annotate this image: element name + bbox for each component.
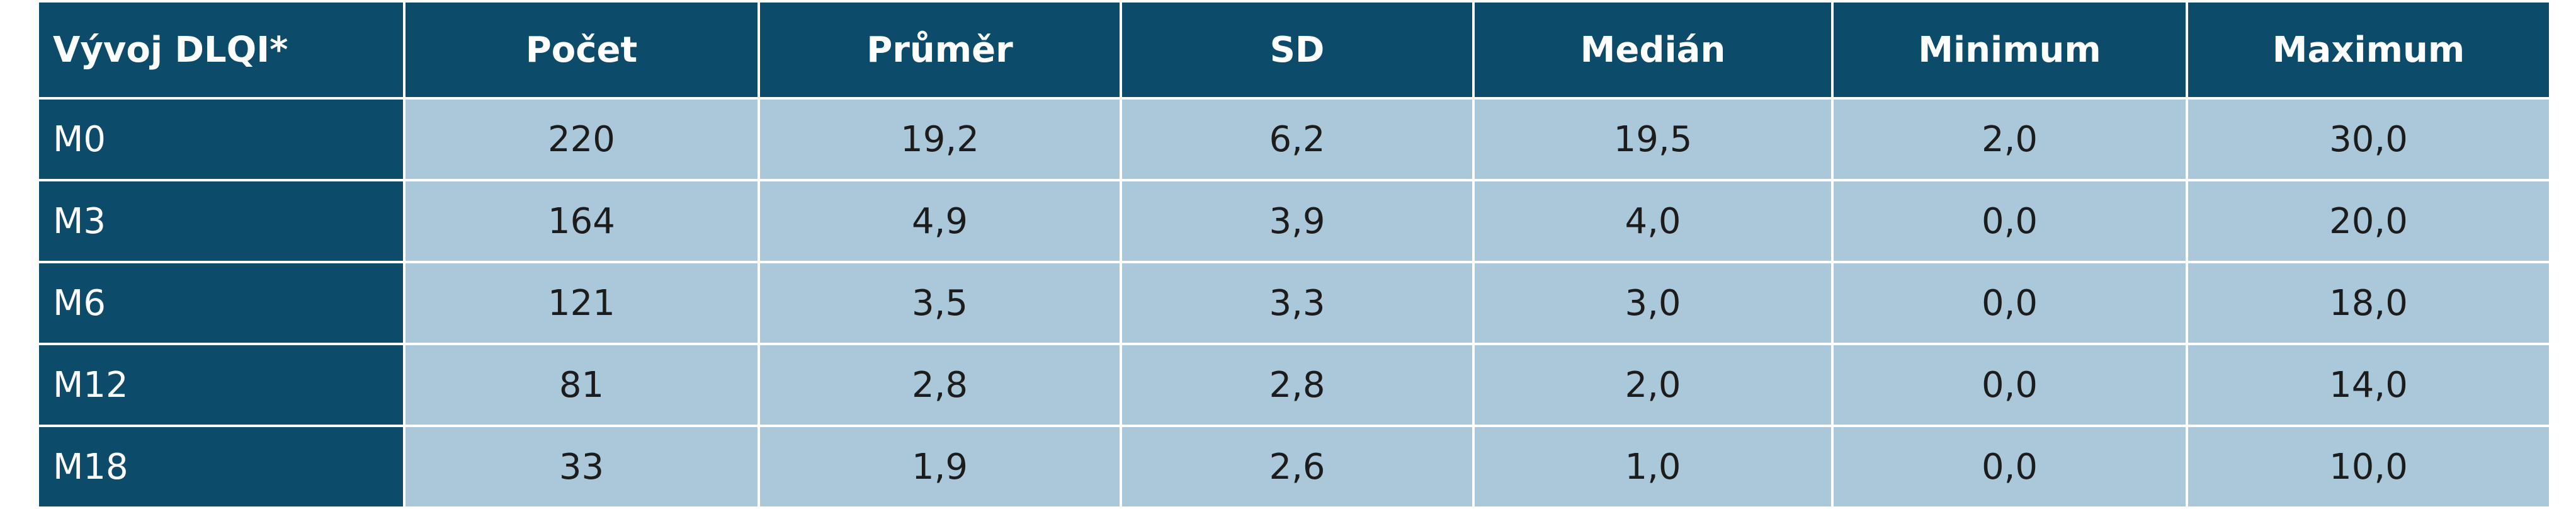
cell-pocet: 33 — [403, 425, 760, 509]
cell-prumer: 4,9 — [757, 179, 1122, 263]
table-row: M6 121 3,5 3,3 3,0 0,0 18,0 — [37, 261, 2551, 345]
row-label: M3 — [37, 179, 406, 263]
header-cell-pocet: Počet — [403, 0, 760, 100]
cell-maximum: 20,0 — [2186, 179, 2551, 263]
cell-pocet: 121 — [403, 261, 760, 345]
cell-median: 19,5 — [1472, 97, 1834, 181]
cell-maximum: 30,0 — [2186, 97, 2551, 181]
cell-sd: 3,3 — [1120, 261, 1475, 345]
cell-prumer: 2,8 — [757, 343, 1122, 427]
row-label: M0 — [37, 97, 406, 181]
cell-pocet: 164 — [403, 179, 760, 263]
header-cell-median: Medián — [1472, 0, 1834, 100]
cell-sd: 2,8 — [1120, 343, 1475, 427]
table-row: M3 164 4,9 3,9 4,0 0,0 20,0 — [37, 179, 2551, 263]
row-label: M6 — [37, 261, 406, 345]
header-cell-minimum: Minimum — [1831, 0, 2188, 100]
cell-minimum: 0,0 — [1831, 179, 2188, 263]
row-label: M12 — [37, 343, 406, 427]
dlqi-table-container: Vývoj DLQI* Počet Průměr SD Medián Minim… — [37, 0, 2551, 509]
cell-minimum: 0,0 — [1831, 343, 2188, 427]
cell-pocet: 220 — [403, 97, 760, 181]
dlqi-table: Vývoj DLQI* Počet Průměr SD Medián Minim… — [37, 0, 2551, 509]
cell-minimum: 0,0 — [1831, 261, 2188, 345]
cell-median: 2,0 — [1472, 343, 1834, 427]
cell-maximum: 10,0 — [2186, 425, 2551, 509]
cell-maximum: 18,0 — [2186, 261, 2551, 345]
cell-prumer: 1,9 — [757, 425, 1122, 509]
header-cell-maximum: Maximum — [2186, 0, 2551, 100]
cell-prumer: 19,2 — [757, 97, 1122, 181]
table-row: M0 220 19,2 6,2 19,5 2,0 30,0 — [37, 97, 2551, 181]
cell-sd: 6,2 — [1120, 97, 1475, 181]
cell-minimum: 2,0 — [1831, 97, 2188, 181]
cell-pocet: 81 — [403, 343, 760, 427]
cell-prumer: 3,5 — [757, 261, 1122, 345]
cell-sd: 3,9 — [1120, 179, 1475, 263]
header-cell-prumer: Průměr — [757, 0, 1122, 100]
cell-median: 4,0 — [1472, 179, 1834, 263]
header-cell-sd: SD — [1120, 0, 1475, 100]
cell-median: 1,0 — [1472, 425, 1834, 509]
table-body: M0 220 19,2 6,2 19,5 2,0 30,0 M3 164 4,9… — [37, 97, 2551, 509]
table-row: M12 81 2,8 2,8 2,0 0,0 14,0 — [37, 343, 2551, 427]
cell-maximum: 14,0 — [2186, 343, 2551, 427]
header-row: Vývoj DLQI* Počet Průměr SD Medián Minim… — [37, 0, 2551, 100]
cell-sd: 2,6 — [1120, 425, 1475, 509]
cell-median: 3,0 — [1472, 261, 1834, 345]
header-cell-dlqi: Vývoj DLQI* — [37, 0, 406, 100]
table-header: Vývoj DLQI* Počet Průměr SD Medián Minim… — [37, 0, 2551, 100]
row-label: M18 — [37, 425, 406, 509]
cell-minimum: 0,0 — [1831, 425, 2188, 509]
table-row: M18 33 1,9 2,6 1,0 0,0 10,0 — [37, 425, 2551, 509]
